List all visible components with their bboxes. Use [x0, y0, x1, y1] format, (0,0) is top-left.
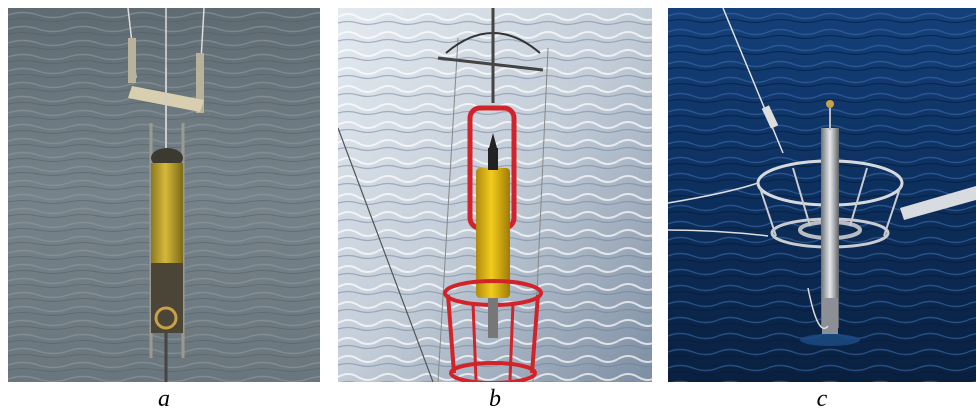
photo-panel-c — [668, 8, 976, 382]
photo-panel-b — [338, 8, 652, 382]
instrument-photo-c — [668, 8, 976, 382]
caption-b: b — [489, 386, 501, 412]
caption-a: a — [158, 386, 170, 412]
caption-c: c — [816, 386, 828, 412]
instrument-photo-b — [338, 8, 652, 382]
photo-panel-a — [8, 8, 320, 382]
instrument-photo-a — [8, 8, 320, 382]
